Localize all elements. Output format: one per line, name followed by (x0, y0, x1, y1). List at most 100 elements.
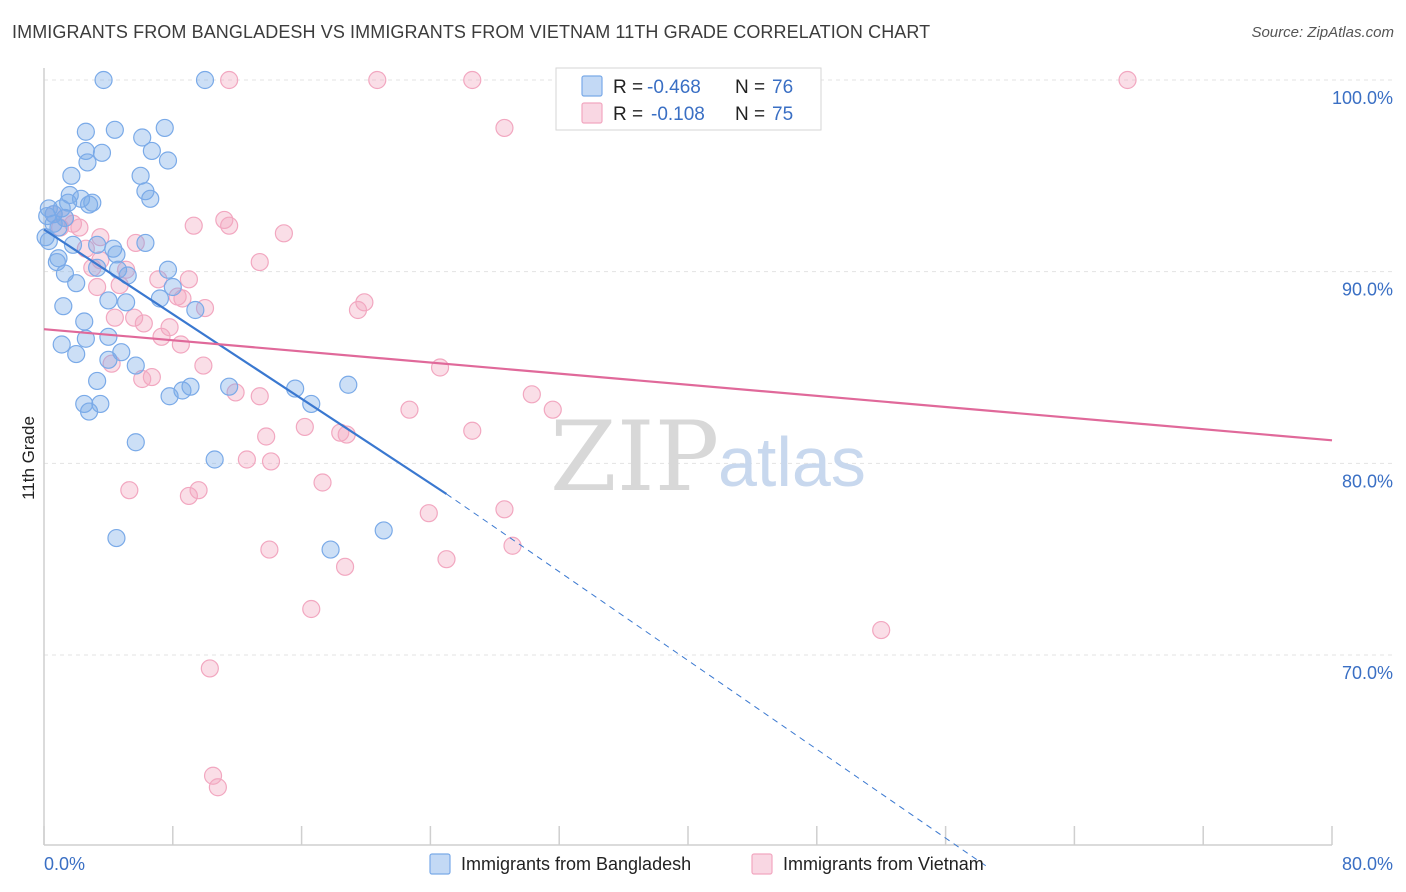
legend-n-label-vietnam: N = (735, 104, 765, 125)
point-vietnam (189, 481, 208, 500)
point-vietnam (543, 400, 562, 419)
point-bangladesh (76, 122, 95, 141)
y-tick-label: 90.0% (1342, 280, 1393, 300)
point-vietnam (495, 118, 514, 138)
point-vietnam (495, 500, 514, 519)
legend-bottom-label-bangladesh: Immigrants from Bangladesh (461, 854, 691, 874)
trend-line-bangladesh-extension (446, 493, 987, 867)
point-bangladesh (44, 205, 63, 224)
point-vietnam (348, 300, 368, 320)
trend-lines (43, 228, 1333, 867)
point-vietnam (203, 766, 223, 785)
point-bangladesh (63, 235, 83, 254)
point-bangladesh (99, 291, 118, 310)
point-vietnam (134, 314, 153, 333)
point-bangladesh (142, 141, 161, 161)
point-vietnam (463, 70, 482, 90)
point-bangladesh (205, 450, 224, 469)
point-bangladesh (99, 327, 118, 346)
point-bangladesh (54, 297, 73, 316)
watermark-zip: ZIP (550, 401, 719, 513)
point-bangladesh (374, 521, 393, 540)
point-vietnam (125, 308, 144, 327)
legend-swatch-vietnam (581, 102, 603, 124)
y-tick-label: 100.0% (1332, 88, 1393, 108)
point-vietnam (260, 540, 279, 559)
point-vietnam (313, 473, 332, 492)
point-bangladesh (117, 293, 136, 312)
legend-bottom: Immigrants from Bangladesh Immigrants fr… (429, 853, 984, 875)
legend-n-label-bangladesh: N = (735, 77, 765, 98)
point-vietnam (295, 417, 314, 437)
point-vietnam (220, 70, 239, 90)
y-tick-labels: 70.0% 80.0% 90.0% 100.0% (1332, 88, 1393, 683)
legend-top: R = -0.468 N = 76 R = -0.108 N = 75 (555, 67, 822, 131)
point-vietnam (250, 252, 269, 272)
legend-r-value-vietnam: -0.108 (651, 104, 705, 125)
point-bangladesh (163, 277, 182, 297)
point-bangladesh (52, 335, 71, 354)
point-bangladesh (83, 193, 102, 212)
point-vietnam (194, 356, 213, 375)
point-bangladesh (220, 377, 239, 396)
point-bangladesh (67, 274, 86, 293)
point-vietnam (200, 659, 219, 678)
point-bangladesh (92, 143, 112, 162)
point-vietnam (126, 233, 145, 253)
point-vietnam (149, 270, 168, 289)
point-bangladesh (75, 312, 94, 331)
chart-source: Source: ZipAtlas.com (1251, 24, 1394, 41)
point-bangladesh (158, 260, 178, 279)
point-vietnam (250, 387, 269, 406)
point-bangladesh (67, 344, 86, 364)
point-vietnam (437, 550, 456, 569)
point-bangladesh (136, 233, 155, 253)
point-vietnam (419, 504, 438, 523)
point-bangladesh (88, 258, 107, 277)
point-bangladesh (78, 153, 97, 172)
grid (44, 79, 1393, 656)
point-bangladesh (88, 235, 107, 254)
point-vietnam (430, 358, 450, 377)
point-vietnam (120, 481, 139, 500)
watermark-atlas: atlas (718, 423, 866, 501)
point-bangladesh (94, 70, 113, 90)
point-bangladesh (160, 387, 179, 406)
point-bangladesh (133, 128, 152, 147)
point-vietnam (872, 620, 891, 640)
series-bangladesh-points (36, 70, 393, 559)
point-bangladesh (79, 402, 99, 421)
point-vietnam (171, 335, 190, 354)
point-vietnam (70, 218, 89, 237)
point-vietnam (220, 216, 239, 235)
point-bangladesh (155, 118, 174, 138)
point-bangladesh (79, 195, 99, 214)
point-bangladesh (76, 329, 95, 348)
point-bangladesh (104, 239, 123, 258)
legend-r-value-bangladesh: -0.468 (647, 77, 701, 98)
point-bangladesh (158, 151, 178, 170)
y-tick-label: 80.0% (1342, 471, 1393, 491)
point-vietnam (368, 70, 387, 90)
point-vietnam (184, 216, 203, 235)
point-vietnam (215, 210, 234, 230)
point-bangladesh (107, 528, 126, 548)
point-bangladesh (131, 166, 150, 185)
point-bangladesh (39, 231, 58, 251)
point-bangladesh (195, 70, 215, 90)
point-bangladesh (76, 141, 95, 161)
point-bangladesh (88, 371, 107, 391)
point-vietnam (142, 367, 161, 387)
point-vietnam (105, 308, 124, 327)
x-ticks (43, 826, 1333, 845)
trend-line-vietnam (43, 328, 1333, 442)
legend-r-label-vietnam: R = (613, 104, 643, 125)
point-vietnam (179, 486, 198, 506)
point-bangladesh (62, 166, 81, 185)
point-bangladesh (186, 300, 205, 320)
point-vietnam (152, 327, 171, 346)
y-tick-label: 70.0% (1342, 663, 1393, 683)
legend-bottom-swatch-bangladesh (429, 853, 451, 875)
point-bangladesh (141, 189, 160, 208)
point-bangladesh (107, 245, 126, 264)
